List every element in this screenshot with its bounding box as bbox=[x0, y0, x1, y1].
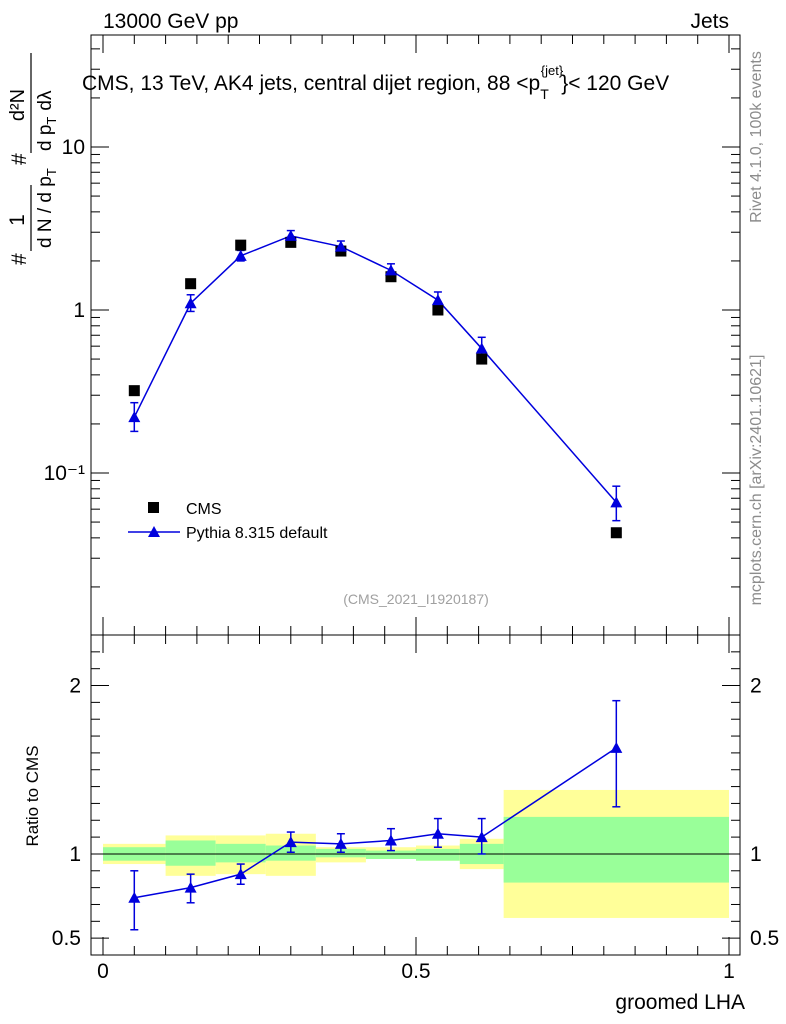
ratio-band-inner bbox=[416, 848, 460, 861]
mc-point bbox=[284, 229, 297, 241]
analysis-tag: (CMS_2021_I1920187) bbox=[343, 591, 489, 607]
ratio-y-tick-label-left: 1 bbox=[69, 843, 81, 866]
ratio-y-axis-label: Ratio to CMS bbox=[23, 745, 42, 846]
ratio-band-inner bbox=[315, 848, 366, 858]
mcplots-tag: mcplots.cern.ch [arXiv:2401.10621] bbox=[748, 355, 765, 606]
ratio-band-inner bbox=[503, 816, 729, 883]
ratio-band-inner bbox=[365, 850, 416, 859]
data-point bbox=[476, 353, 488, 365]
ratio-band-inner bbox=[215, 843, 266, 863]
legend-mc-label: Pythia 8.315 default bbox=[186, 525, 328, 542]
legend: CMS Pythia 8.315 default bbox=[128, 501, 328, 542]
main-y-tick-label: 10⁻¹ bbox=[44, 462, 85, 485]
legend-mc-marker bbox=[148, 526, 160, 537]
main-y-tick-label: 1 bbox=[73, 299, 85, 322]
x-tick-label: 1 bbox=[723, 960, 735, 983]
x-axis-label: groomed LHA bbox=[615, 991, 745, 1014]
header-category: Jets bbox=[690, 10, 729, 33]
ratio-y-tick-label-left: 0.5 bbox=[52, 927, 81, 950]
plot-title-sub: T bbox=[540, 86, 549, 102]
ylabel-hash-2: # bbox=[8, 153, 31, 165]
main-y-tick-label: 10 bbox=[62, 136, 85, 159]
data-point bbox=[185, 278, 197, 290]
mc-point bbox=[384, 264, 397, 276]
mc-point bbox=[234, 249, 247, 261]
main-y-axis-label: # 1 d N / d pT # d²N d pTdλ bbox=[6, 53, 59, 265]
ratio-y-tick-label-right: 1 bbox=[750, 843, 762, 866]
ratio-point bbox=[128, 891, 141, 903]
mc-point bbox=[610, 496, 623, 508]
plot-title-main: CMS, 13 TeV, AK4 jets, central dijet reg… bbox=[82, 72, 540, 95]
ratio-band-inner bbox=[165, 840, 216, 866]
ratio-point bbox=[184, 881, 197, 893]
legend-cms-marker bbox=[148, 502, 159, 513]
data-point bbox=[285, 236, 297, 248]
rivet-tag: Rivet 4.1.0, 100k events bbox=[748, 51, 765, 223]
main-axis-ticks: 10⁻¹ 1 10 bbox=[44, 35, 740, 635]
ratio-axis-ticks: 0 0.5 1 0.5 0.5 1 1 2 2 bbox=[52, 634, 779, 983]
plot-title-end: }< 120 GeV bbox=[561, 72, 669, 95]
ylabel-d2n-denominator: d pTdλ bbox=[35, 90, 59, 151]
main-plot-frame bbox=[90, 34, 741, 636]
data-point bbox=[610, 527, 622, 539]
mc-point bbox=[475, 342, 488, 354]
ratio-y-tick-label-left: 2 bbox=[69, 675, 81, 698]
mc-point bbox=[184, 297, 197, 309]
ratio-point bbox=[475, 831, 488, 843]
ratio-plot-marks bbox=[128, 699, 623, 931]
ylabel-hash-1: # bbox=[8, 253, 31, 265]
mc-line bbox=[133, 235, 617, 503]
mc-point bbox=[334, 240, 347, 252]
ratio-y-tick-label-right: 2 bbox=[750, 675, 762, 698]
data-point bbox=[235, 239, 247, 251]
main-plot-marks bbox=[128, 229, 623, 539]
ylabel-frac-denominator: d N / d pT bbox=[35, 168, 59, 248]
header-energy: 13000 GeV pp bbox=[103, 10, 238, 33]
ratio-y-tick-label-right: 0.5 bbox=[750, 927, 779, 950]
data-point bbox=[432, 304, 444, 316]
ylabel-frac-numerator: 1 bbox=[6, 214, 29, 226]
plot-title-sup: {jet} bbox=[541, 63, 564, 78]
mc-point bbox=[128, 411, 141, 423]
ratio-point bbox=[234, 868, 247, 880]
data-point bbox=[128, 385, 140, 397]
data-point bbox=[385, 271, 397, 283]
ratio-point bbox=[610, 741, 623, 753]
ratio-point bbox=[384, 834, 397, 846]
ratio-point bbox=[431, 827, 444, 839]
mc-point bbox=[431, 294, 444, 306]
ratio-point bbox=[284, 836, 297, 848]
x-tick-label: 0 bbox=[97, 960, 109, 983]
plot-title: CMS, 13 TeV, AK4 jets, central dijet reg… bbox=[82, 63, 669, 102]
x-tick-label: 0.5 bbox=[401, 960, 430, 983]
legend-cms-label: CMS bbox=[186, 501, 222, 518]
ylabel-d2n-numerator: d²N bbox=[7, 89, 29, 121]
ratio-point bbox=[334, 837, 347, 849]
